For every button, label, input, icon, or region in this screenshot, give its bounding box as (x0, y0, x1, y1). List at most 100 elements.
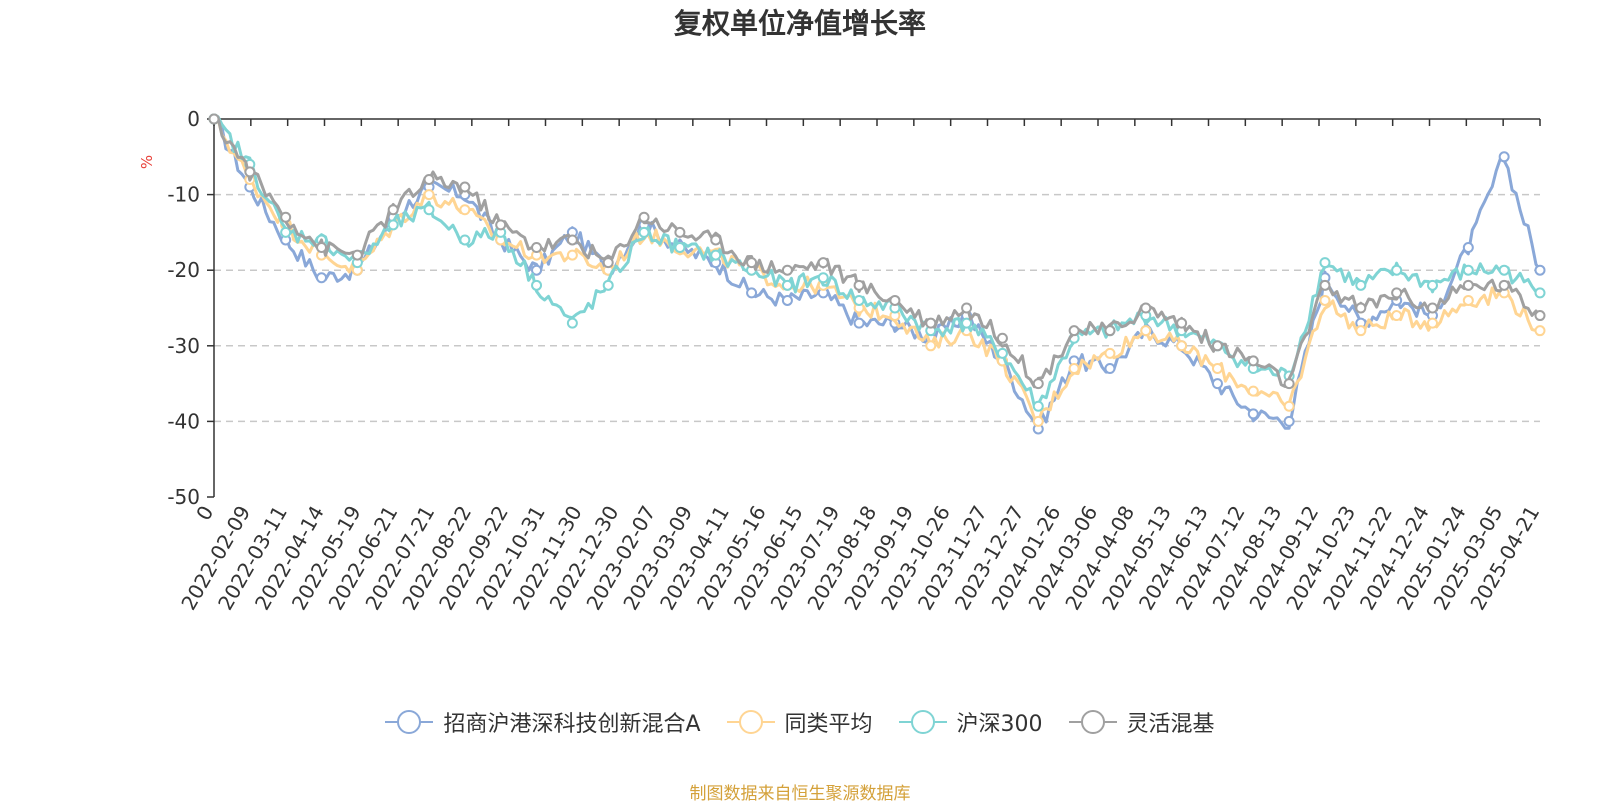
data-point (495, 219, 507, 231)
data-point (459, 204, 471, 216)
data-point (208, 113, 220, 125)
data-point (1176, 340, 1188, 352)
data-point (1534, 287, 1546, 299)
data-point (638, 226, 650, 238)
data-point (1283, 378, 1295, 390)
data-point (710, 234, 722, 246)
data-point (1534, 325, 1546, 337)
data-point (566, 249, 578, 261)
data-point (1104, 362, 1116, 374)
axis-layer: 0-10-20-30-40-5002022-02-092022-03-11202… (167, 107, 1544, 614)
data-point (1355, 325, 1367, 337)
data-point (1319, 257, 1331, 269)
series-line-2 (213, 115, 1541, 408)
data-point (1211, 362, 1223, 374)
data-point (316, 242, 328, 254)
data-point (531, 279, 543, 291)
data-point (1462, 242, 1474, 254)
legend-item-3[interactable]: 灵活混基 (1068, 706, 1215, 738)
data-point (925, 340, 937, 352)
line-chart: 0-10-20-30-40-5002022-02-092022-03-11202… (138, 107, 1546, 614)
data-point (566, 234, 578, 246)
data-point (1462, 294, 1474, 306)
data-point (280, 226, 292, 238)
grid-layer (214, 193, 1540, 423)
data-point (710, 249, 722, 261)
legend-item-0[interactable]: 招商沪港深科技创新混合A (385, 706, 701, 738)
data-point (1247, 355, 1259, 367)
data-point (1355, 279, 1367, 291)
data-point (459, 234, 471, 246)
data-point (423, 173, 435, 185)
data-point (244, 166, 256, 178)
data-point (351, 249, 363, 261)
legend-item-1[interactable]: 同类平均 (726, 706, 873, 738)
data-point (674, 242, 686, 254)
data-point (1104, 325, 1116, 337)
data-point (817, 272, 829, 284)
data-point (1498, 279, 1510, 291)
data-point (1534, 264, 1546, 276)
data-point (1140, 302, 1152, 314)
y-tick-label: 0 (187, 107, 200, 131)
data-point (853, 317, 865, 329)
data-point (316, 272, 328, 284)
data-point (1211, 378, 1223, 390)
data-point (1247, 408, 1259, 420)
data-point (925, 317, 937, 329)
data-point (746, 257, 758, 269)
data-point (566, 317, 578, 329)
data-point (1498, 264, 1510, 276)
data-point (1391, 310, 1403, 322)
data-point (459, 181, 471, 193)
data-point (674, 226, 686, 238)
y-tick-label: -20 (167, 258, 200, 282)
y-tick-label: -50 (167, 485, 200, 509)
data-point (387, 204, 399, 216)
data-point (1032, 415, 1044, 427)
y-tick-label: -10 (167, 183, 200, 207)
legend-item-2[interactable]: 沪深300 (898, 706, 1043, 738)
data-point (889, 294, 901, 306)
data-point (1534, 310, 1546, 322)
data-point (280, 211, 292, 223)
data-point (996, 347, 1008, 359)
data-point (531, 242, 543, 254)
data-point (1426, 302, 1438, 314)
data-point (602, 257, 614, 269)
data-point (961, 302, 973, 314)
data-point (1032, 378, 1044, 390)
legend-label: 沪深300 (956, 712, 1043, 737)
y-tick-label: -30 (167, 334, 200, 358)
data-point (1211, 340, 1223, 352)
series-line-0 (213, 117, 1542, 435)
legend-marker-icon (385, 710, 434, 734)
data-point (1068, 325, 1080, 337)
legend-label: 同类平均 (784, 712, 873, 737)
data-point (746, 287, 758, 299)
data-point (1104, 347, 1116, 359)
data-point (1140, 325, 1152, 337)
legend-marker-icon (1068, 710, 1117, 734)
y-axis-unit-label: % (138, 155, 156, 169)
data-point (853, 294, 865, 306)
data-point (1498, 151, 1510, 163)
data-point (1319, 294, 1331, 306)
data-point (1462, 279, 1474, 291)
chart-title: 复权单位净值增长率 (673, 7, 926, 40)
data-point (781, 279, 793, 291)
data-point (853, 279, 865, 291)
data-point (781, 264, 793, 276)
data-point (817, 257, 829, 269)
series-line-3 (213, 115, 1542, 389)
series-layer (208, 113, 1546, 435)
chart-legend: 招商沪港深科技创新混合A 同类平均 沪深300 灵活混基 (0, 706, 1600, 738)
data-point (1176, 317, 1188, 329)
x-tick-label: 0 (191, 502, 218, 525)
data-point (602, 279, 614, 291)
data-point (1355, 302, 1367, 314)
data-point (638, 211, 650, 223)
data-point (531, 264, 543, 276)
data-point (1068, 362, 1080, 374)
